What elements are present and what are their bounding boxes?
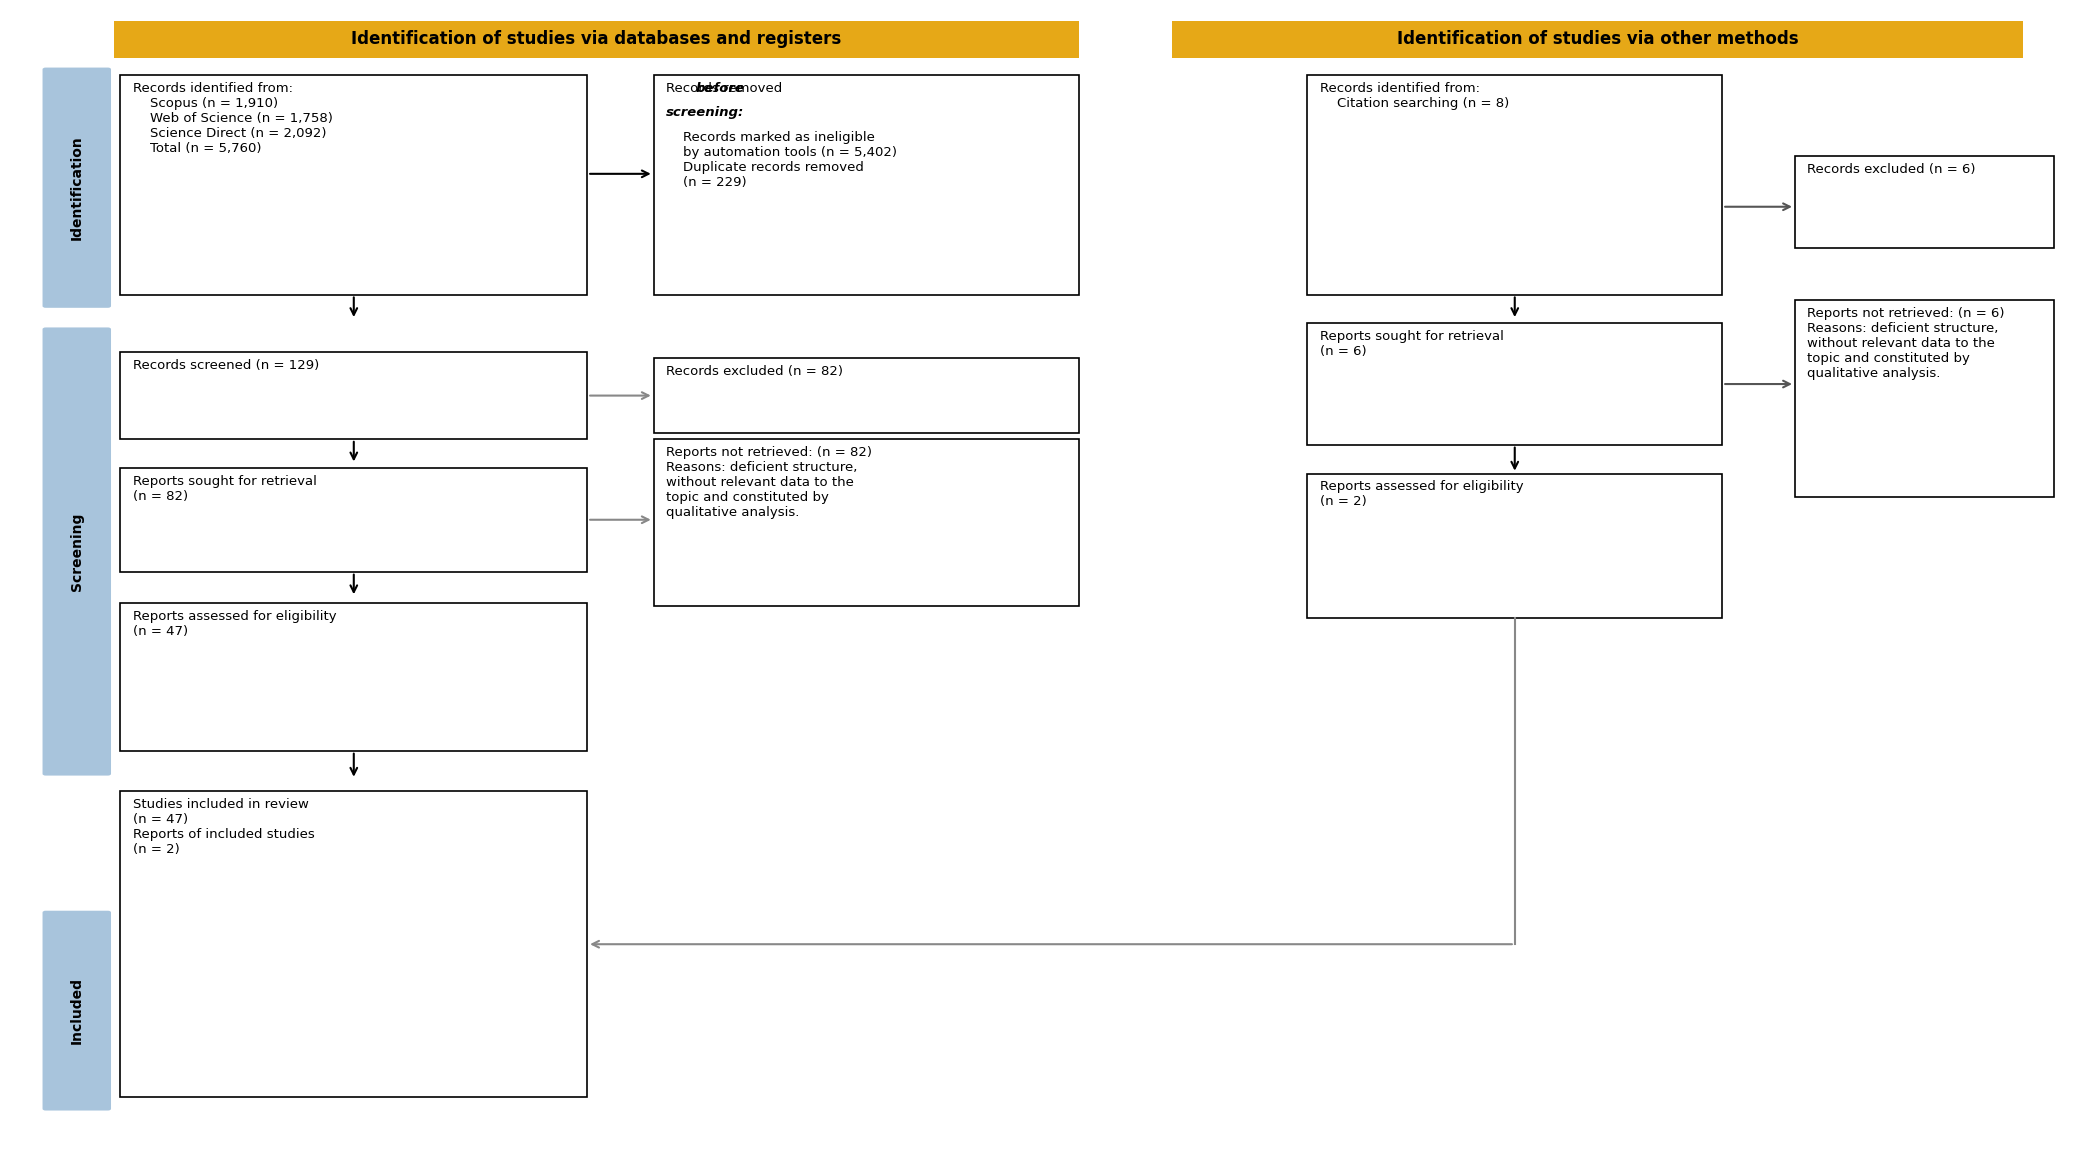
- Text: Reports sought for retrieval
(n = 82): Reports sought for retrieval (n = 82): [133, 475, 317, 502]
- FancyBboxPatch shape: [44, 327, 110, 776]
- Text: Reports assessed for eligibility
(n = 2): Reports assessed for eligibility (n = 2): [1320, 480, 1523, 508]
- FancyBboxPatch shape: [1307, 75, 1722, 295]
- Text: Studies included in review
(n = 47)
Reports of included studies
(n = 2): Studies included in review (n = 47) Repo…: [133, 798, 315, 856]
- FancyBboxPatch shape: [1307, 474, 1722, 618]
- FancyBboxPatch shape: [1795, 156, 2054, 248]
- FancyBboxPatch shape: [46, 329, 108, 774]
- Text: Records identified from:
    Scopus (n = 1,910)
    Web of Science (n = 1,758)
 : Records identified from: Scopus (n = 1,9…: [133, 82, 332, 155]
- Text: Records excluded (n = 6): Records excluded (n = 6): [1807, 163, 1975, 176]
- Text: Records marked as ineligible
    by automation tools (n = 5,402)
    Duplicate r: Records marked as ineligible by automati…: [666, 131, 896, 188]
- Text: Identification: Identification: [71, 135, 83, 240]
- Text: Identification of studies via databases and registers: Identification of studies via databases …: [351, 30, 842, 49]
- FancyBboxPatch shape: [120, 791, 587, 1097]
- FancyBboxPatch shape: [654, 75, 1079, 295]
- FancyBboxPatch shape: [1307, 323, 1722, 445]
- Text: Records identified from:
    Citation searching (n = 8): Records identified from: Citation search…: [1320, 82, 1509, 110]
- FancyBboxPatch shape: [114, 21, 1079, 58]
- FancyBboxPatch shape: [120, 468, 587, 572]
- Text: Records removed: Records removed: [666, 82, 786, 95]
- FancyBboxPatch shape: [1795, 300, 2054, 497]
- FancyBboxPatch shape: [44, 68, 110, 307]
- FancyBboxPatch shape: [44, 910, 110, 1111]
- FancyBboxPatch shape: [654, 439, 1079, 606]
- FancyBboxPatch shape: [120, 352, 587, 439]
- Text: Reports assessed for eligibility
(n = 47): Reports assessed for eligibility (n = 47…: [133, 610, 336, 638]
- FancyBboxPatch shape: [120, 603, 587, 751]
- FancyBboxPatch shape: [1172, 21, 2023, 58]
- Text: Records excluded (n = 82): Records excluded (n = 82): [666, 365, 842, 378]
- Text: Reports not retrieved: (n = 6)
Reasons: deficient structure,
without relevant da: Reports not retrieved: (n = 6) Reasons: …: [1807, 307, 2004, 380]
- FancyBboxPatch shape: [46, 69, 108, 306]
- Text: Records screened (n = 129): Records screened (n = 129): [133, 359, 320, 372]
- Text: before: before: [695, 82, 745, 95]
- Text: Identification of studies via other methods: Identification of studies via other meth…: [1396, 30, 1799, 49]
- Text: Screening: Screening: [71, 513, 83, 590]
- Text: Reports not retrieved: (n = 82)
Reasons: deficient structure,
without relevant d: Reports not retrieved: (n = 82) Reasons:…: [666, 446, 872, 519]
- FancyBboxPatch shape: [654, 358, 1079, 433]
- Text: Included: Included: [71, 977, 83, 1044]
- Text: Reports sought for retrieval
(n = 6): Reports sought for retrieval (n = 6): [1320, 330, 1504, 358]
- FancyBboxPatch shape: [120, 75, 587, 295]
- FancyBboxPatch shape: [46, 912, 108, 1109]
- Text: screening:: screening:: [666, 106, 745, 119]
